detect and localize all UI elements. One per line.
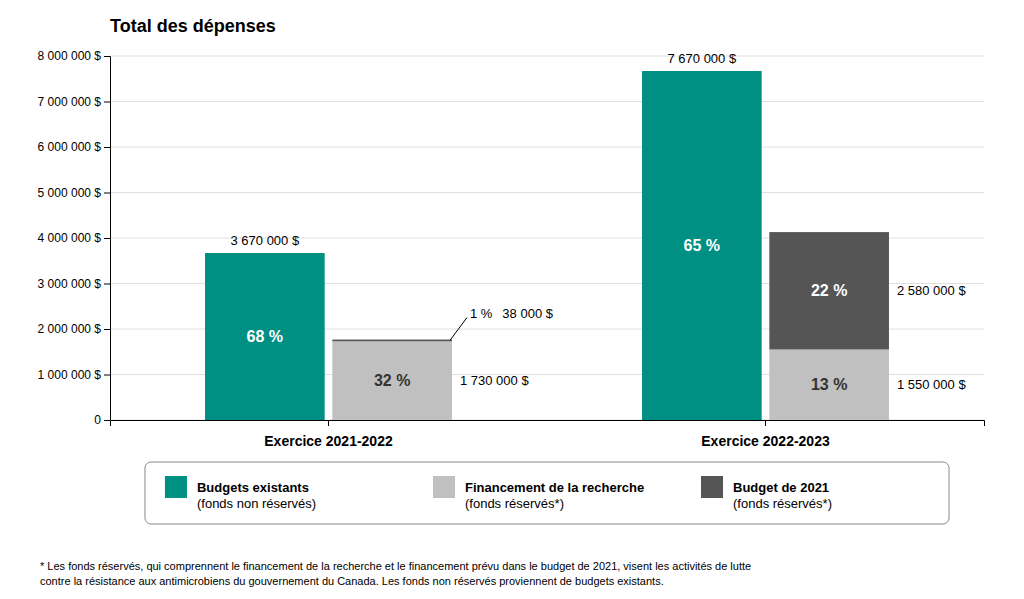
bar (769, 232, 889, 349)
tick-mark (328, 420, 329, 426)
tick-mark (104, 420, 110, 421)
tick-mark (104, 56, 110, 57)
tick-label: 3 000 000 $ (38, 277, 102, 291)
legend: Budgets existants(fonds non réservés) Fin… (145, 462, 949, 524)
value-label: 38 000 $ (502, 306, 553, 321)
tick: 1 000 000 $ (38, 368, 110, 382)
leader-line (450, 318, 467, 341)
y-axis: 0 1 000 000 $ 2 000 000 $ 3 000 000 $ 4 000 … (38, 49, 111, 427)
share-label: 65 % (684, 237, 720, 254)
tick-mark (104, 193, 110, 194)
tick-mark (104, 284, 110, 285)
tick: Exercice 2021-2022 (264, 420, 393, 449)
legend-label: Financement de la recherche(fonds réserv… (465, 480, 644, 512)
legend-box (145, 462, 949, 524)
share-label: 68 % (247, 328, 283, 345)
grid-line (110, 147, 984, 148)
share-label: 32 % (374, 372, 410, 389)
share-label: 22 % (811, 282, 847, 299)
tick: 0 (94, 413, 110, 427)
tick-mark (104, 102, 110, 103)
tick: 6 000 000 $ (38, 140, 110, 154)
grid-line (110, 101, 984, 102)
tick-mark (104, 147, 110, 148)
tick-mark (104, 329, 110, 330)
plot: 0 1 000 000 $ 2 000 000 $ 3 000 000 $ 4 000 … (38, 49, 985, 448)
tick-label: Exercice 2021-2022 (264, 433, 393, 449)
value-label: 7 670 000 $ (668, 51, 737, 66)
legend-label: Budgets existants(fonds non réservés) (197, 480, 316, 512)
share-label: 1 % (470, 306, 493, 321)
legend-item: Budget de 2021(fonds réservés*) (701, 476, 832, 511)
legend-item: Budgets existants(fonds non réservés) (165, 476, 316, 511)
tick: 7 000 000 $ (38, 95, 110, 109)
value-label: 3 670 000 $ (231, 233, 300, 248)
data-labels: 68 % 3 670 000 $ 65 % 7 670 000 $ 32 % 1 730 … (231, 51, 967, 393)
tick-label: 7 000 000 $ (38, 95, 102, 109)
tick: 8 000 000 $ (38, 49, 110, 63)
value-label: 1 550 000 $ (897, 377, 966, 392)
tick-label: Exercice 2022-2023 (701, 433, 830, 449)
tick: Exercice 2022-2023 (701, 420, 830, 449)
bars (205, 71, 889, 420)
legend-swatch (165, 476, 187, 498)
value-label: 1 730 000 $ (460, 373, 529, 388)
title: Total des dépenses (110, 16, 276, 36)
legend-item: Financement de la recherche(fonds réserv… (433, 476, 644, 511)
bar (332, 340, 452, 342)
value-label: 2 580 000 $ (897, 283, 966, 298)
share-label: 13 % (811, 376, 847, 393)
legend-swatch (701, 476, 723, 498)
bar (769, 349, 889, 420)
tick-label: 8 000 000 $ (38, 49, 102, 63)
chart: Total des dépenses 0 1 000 000 $ 2 000 000 … (0, 0, 1024, 599)
grid-line (110, 192, 984, 193)
bar (205, 253, 325, 420)
tick-mark (765, 420, 766, 426)
tick-mark (104, 238, 110, 239)
legend-label: Budget de 2021(fonds réservés*) (733, 480, 832, 512)
bar (332, 341, 452, 420)
legend-swatch (433, 476, 455, 498)
tick-label: 0 (94, 413, 101, 427)
bar (642, 71, 762, 420)
tick-label: 1 000 000 $ (38, 368, 102, 382)
tick: 2 000 000 $ (38, 322, 110, 336)
x-axis: Exercice 2021-2022 Exercice 2022-2023 (111, 420, 985, 449)
tick-label: 6 000 000 $ (38, 140, 102, 154)
tick: 3 000 000 $ (38, 277, 110, 291)
axis-line (104, 57, 111, 421)
tick: 4 000 000 $ (38, 231, 110, 245)
tick-label: 2 000 000 $ (38, 322, 102, 336)
tick-label: 5 000 000 $ (38, 186, 102, 200)
axis-line (111, 421, 985, 427)
tick: 5 000 000 $ (38, 186, 110, 200)
footnote: * Les fonds réservés, qui comprennent le… (40, 560, 751, 587)
grid-line (110, 56, 984, 57)
tick-mark (104, 375, 110, 376)
grid (110, 56, 984, 420)
tick-label: 4 000 000 $ (38, 231, 102, 245)
